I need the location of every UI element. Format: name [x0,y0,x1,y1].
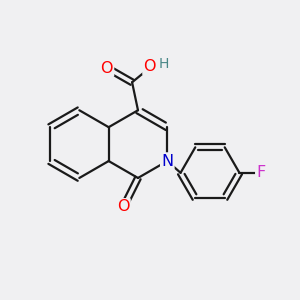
Text: H: H [158,57,169,71]
Text: O: O [100,61,113,76]
Text: N: N [161,154,173,169]
Text: F: F [256,165,266,180]
Text: O: O [143,59,156,74]
Text: O: O [117,199,130,214]
